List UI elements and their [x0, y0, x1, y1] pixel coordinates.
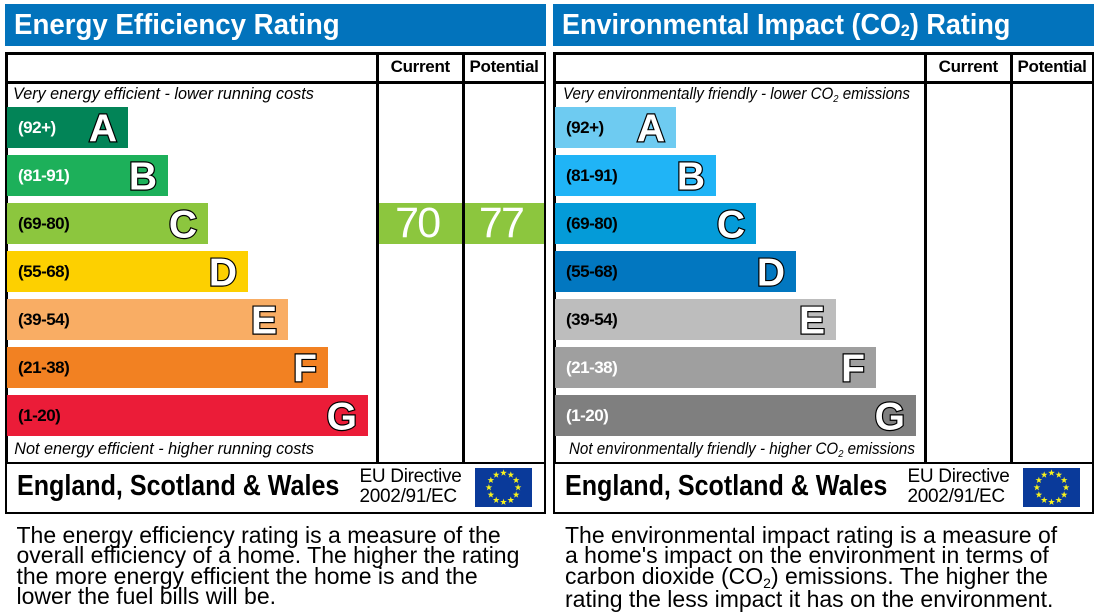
svg-text:B: B: [676, 155, 704, 197]
svg-text:A: A: [636, 107, 664, 149]
svg-text:C: C: [168, 203, 196, 245]
svg-text:D: D: [208, 251, 236, 293]
svg-text:G: G: [874, 395, 904, 437]
svg-text:B: B: [128, 155, 156, 197]
svg-text:G: G: [326, 395, 356, 437]
svg-text:E: E: [798, 299, 824, 341]
svg-text:F: F: [841, 347, 865, 389]
svg-text:C: C: [716, 203, 744, 245]
svg-text:A: A: [88, 107, 116, 149]
svg-text:E: E: [250, 299, 276, 341]
svg-text:F: F: [293, 347, 317, 389]
svg-text:D: D: [756, 251, 784, 293]
